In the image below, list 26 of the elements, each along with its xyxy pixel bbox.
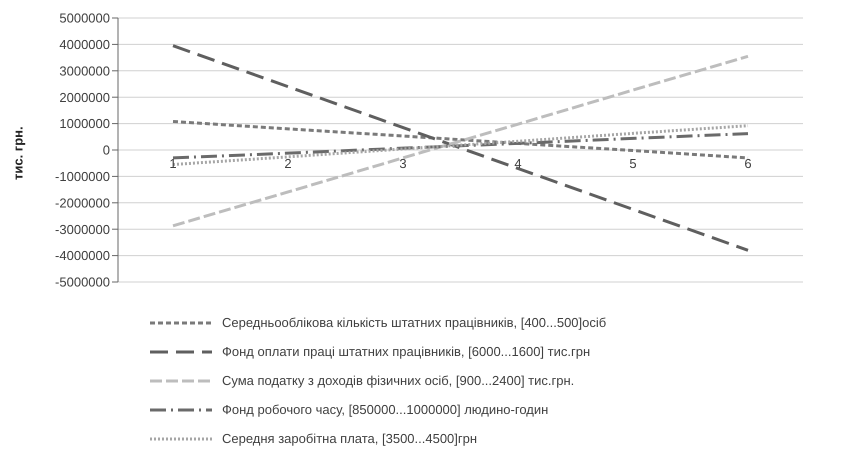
y-tick-label: -4000000 <box>55 248 110 264</box>
y-tick-label: 0 <box>102 142 110 158</box>
line-series <box>172 54 750 228</box>
legend-label: Сума податку з доходів фізичних осіб, [900...2400] тис.грн. <box>222 373 574 388</box>
legend-label: Середньооблікова кількість штатних працівників, [400...500]осіб <box>222 315 606 330</box>
y-axis-title: тис. грн. <box>10 126 26 180</box>
y-tick-label: 2000000 <box>59 90 110 105</box>
x-tick-label: 1 <box>169 156 177 171</box>
x-tick-label: 3 <box>399 156 407 171</box>
y-tick-label: 3000000 <box>59 63 110 78</box>
legend-label: Фонд робочого часу, [850000...1000000] людино-годин <box>222 402 548 417</box>
y-tick-label: 1000000 <box>59 116 110 132</box>
legend-label: Середня заробітна плата, [3500...4500]грн <box>222 431 478 446</box>
x-tick-label: 4 <box>514 156 522 171</box>
y-tick-label: -5000000 <box>55 274 110 290</box>
y-tick-label: -1000000 <box>55 169 110 184</box>
y-tick-label: 5000000 <box>59 10 110 26</box>
x-tick-label: 6 <box>744 156 752 171</box>
y-tick-label: -2000000 <box>55 195 110 210</box>
legend-label: Фонд оплати праці штатних працівників, [6000...1600] тис.грн <box>222 344 590 359</box>
y-tick-label: 4000000 <box>59 37 110 52</box>
y-tick-label: -3000000 <box>55 222 110 237</box>
x-tick-label: 5 <box>629 156 637 171</box>
x-tick-label: 2 <box>284 156 292 171</box>
line-series <box>172 124 750 166</box>
line-series <box>172 44 750 252</box>
